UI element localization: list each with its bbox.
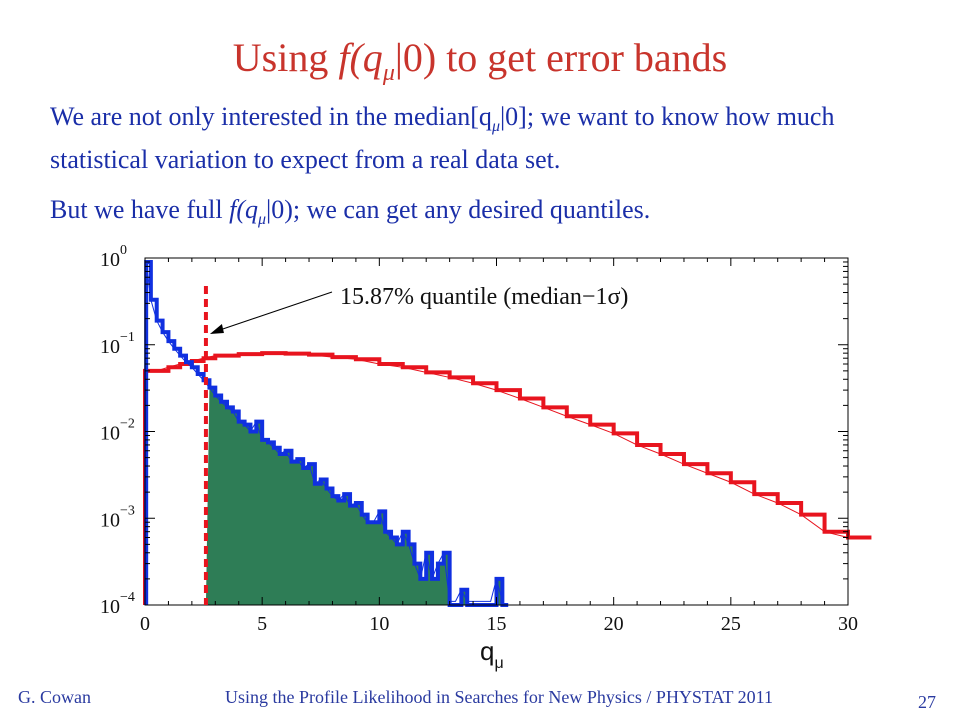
quantile-marker (203, 286, 333, 605)
y-tick-label: 10−1 (100, 330, 135, 358)
y-tick-label: 100 (100, 243, 127, 271)
red-step-line (143, 351, 872, 605)
x-tick-label: 5 (257, 613, 267, 635)
slide-title: Using f(qμ|0) to get error bands (232, 35, 728, 86)
red-fit-line (145, 352, 849, 538)
shaded-tail (205, 387, 509, 605)
x-tick-label: 25 (721, 613, 741, 635)
arrow-head (209, 324, 224, 334)
axis-ticks (144, 257, 849, 606)
paragraph-median-variation: We are not only interested in the median… (50, 102, 835, 175)
y-tick-label: 10−2 (100, 417, 135, 445)
page-number: 27 (918, 692, 936, 712)
x-axis-label: qμ (480, 636, 504, 672)
x-axis-labels: 0 5 10 15 20 25 30 (140, 613, 858, 635)
y-axis-labels: 100 10−1 10−2 10−3 10−4 (100, 243, 135, 618)
x-tick-label: 20 (604, 613, 624, 635)
quantile-fill-area (205, 387, 509, 605)
x-tick-label: 15 (487, 613, 507, 635)
x-tick-label: 0 (140, 613, 150, 635)
y-tick-label: 10−3 (100, 503, 135, 531)
y-tick-label: 10−4 (100, 590, 135, 618)
annotation-arrow (213, 291, 333, 333)
x-tick-label: 30 (838, 613, 858, 635)
footer-author: G. Cowan (18, 687, 91, 707)
x-tick-label: 10 (369, 613, 389, 635)
paragraph-quantiles: But we have full f(qμ|0); we can get any… (50, 195, 651, 229)
annotation-text: 15.87% quantile (median−1σ) (340, 284, 628, 310)
footer-title: Using the Profile Likelihood in Searches… (225, 687, 774, 707)
red-histogram (143, 351, 872, 605)
